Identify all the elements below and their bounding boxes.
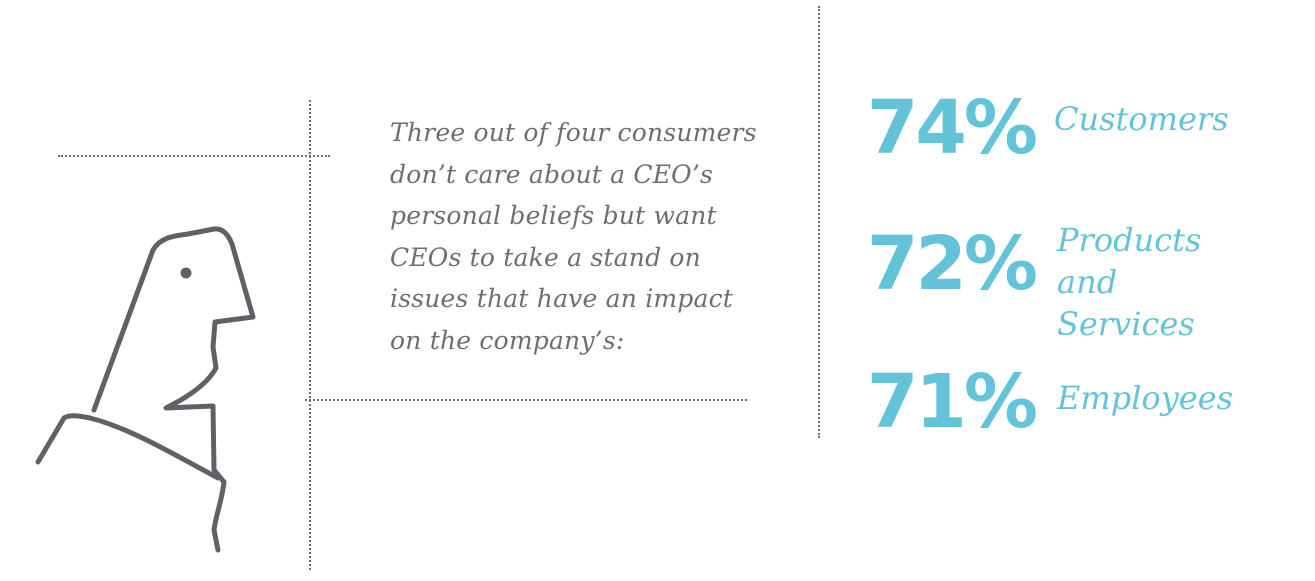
quote-bottom-dotted-divider [305, 399, 747, 401]
stat-value: 72% [866, 221, 1038, 307]
stat-value: 74% [866, 85, 1038, 171]
eye-icon [180, 267, 192, 279]
stat-label: Products and Services [1057, 221, 1202, 343]
top-left-dotted-divider [58, 155, 330, 157]
stats-vertical-dotted-divider [818, 6, 820, 438]
person-profile-icon [35, 226, 256, 553]
stat-label: Employees [1057, 379, 1234, 417]
left-vertical-dotted-divider [309, 100, 311, 570]
stat-value: 71% [866, 359, 1038, 445]
survey-quote: Three out of four consumers don’t care a… [390, 118, 757, 355]
stat-label: Customers [1054, 100, 1229, 138]
